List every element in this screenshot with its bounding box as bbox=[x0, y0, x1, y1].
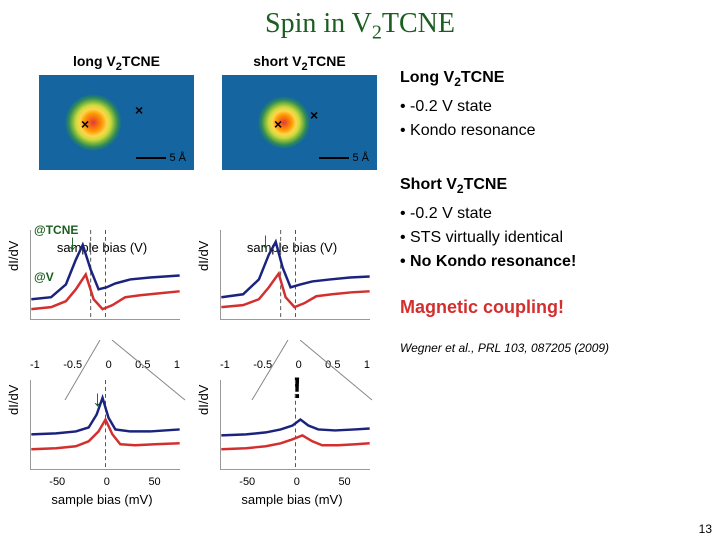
y-axis-label: dI/dV bbox=[6, 241, 21, 271]
title-pre: Spin in V bbox=[265, 8, 372, 39]
scale-bar: 5 Å bbox=[136, 152, 186, 164]
x-ticks: -50050 bbox=[30, 476, 180, 488]
x-axis-label: sample bias (mV) bbox=[12, 492, 192, 507]
bullet-long-2: • Kondo resonance bbox=[400, 119, 609, 143]
bullet-short-2: • STS virtually identical bbox=[400, 226, 609, 250]
short-image-label: short V2TCNE bbox=[217, 53, 382, 73]
plot-curve bbox=[220, 230, 370, 320]
y-axis-label: dI/dV bbox=[196, 385, 211, 415]
plot-grid: dI/dV @TCNE ↓ @V -1-0.500.51 sample bias… bbox=[12, 226, 382, 510]
y-axis-label: dI/dV bbox=[6, 385, 21, 415]
page-number: 13 bbox=[699, 522, 712, 536]
title-post: TCNE bbox=[382, 8, 455, 39]
x-mark-icon: × bbox=[274, 117, 282, 131]
short-header: Short V2TCNE bbox=[400, 173, 609, 198]
x-ticks: -50050 bbox=[220, 476, 370, 488]
bullet-long-1: • -0.2 V state bbox=[400, 95, 609, 119]
scale-bar: 5 Å bbox=[319, 152, 369, 164]
title-sub: 2 bbox=[372, 22, 382, 44]
bullet-short-1: • -0.2 V state bbox=[400, 202, 609, 226]
plot-short-wide: dI/dV ↓ -1-0.500.51 sample bias (V) bbox=[202, 226, 382, 356]
reference-text: Wegner et al., PRL 103, 087205 (2009) bbox=[400, 339, 609, 357]
long-image-label: long V2TCNE bbox=[34, 53, 199, 73]
x-mark-icon: × bbox=[135, 103, 143, 117]
plot-long-wide: dI/dV @TCNE ↓ @V -1-0.500.51 sample bias… bbox=[12, 226, 192, 356]
plot-curve bbox=[30, 230, 180, 320]
short-heatmap: × × 5 Å bbox=[222, 75, 377, 170]
short-image-box: short V2TCNE × × 5 Å bbox=[217, 53, 382, 171]
plot-curve bbox=[220, 380, 370, 470]
x-mark-icon: × bbox=[310, 108, 318, 122]
y-axis-label: dI/dV bbox=[196, 241, 211, 271]
long-heatmap: × × 5 Å bbox=[39, 75, 194, 170]
bullet-short-3: • No Kondo resonance! bbox=[400, 250, 609, 274]
magnetic-coupling-text: Magnetic coupling! bbox=[400, 294, 609, 321]
text-column: Long V2TCNE • -0.2 V state • Kondo reson… bbox=[400, 66, 609, 357]
x-mark-icon: × bbox=[81, 117, 89, 131]
plot-curve bbox=[30, 380, 180, 470]
long-header: Long V2TCNE bbox=[400, 66, 609, 91]
long-image-box: long V2TCNE × × 5 Å bbox=[34, 53, 199, 171]
slide-title: Spin in V2TCNE bbox=[0, 0, 720, 53]
x-axis-label: sample bias (mV) bbox=[202, 492, 382, 507]
plot-long-zoom: dI/dV ↓ -50050 sample bias (mV) bbox=[12, 360, 192, 510]
plot-short-zoom: dI/dV ! -50050 sample bias (mV) bbox=[202, 360, 382, 510]
